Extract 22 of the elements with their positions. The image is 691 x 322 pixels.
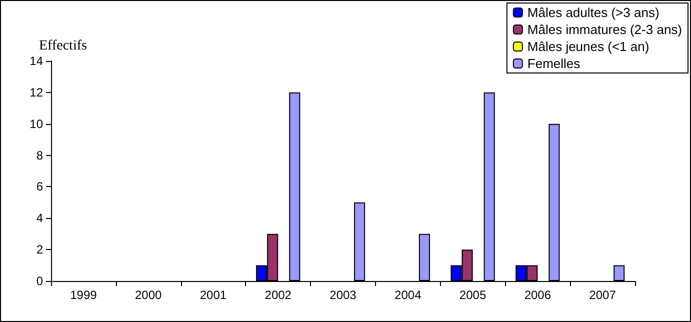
y-tick-label: 12 — [30, 85, 44, 100]
y-axis-title: Effectifs — [39, 38, 87, 54]
y-tick-label: 0 — [36, 274, 44, 288]
x-tick-label: 1999 — [70, 288, 98, 302]
x-tick-label: 2003 — [330, 288, 357, 302]
y-tick-label: 6 — [36, 180, 44, 194]
y-tick-label: 2 — [36, 242, 44, 257]
y-tick-label: 4 — [36, 211, 44, 226]
y-tick-label: 8 — [36, 148, 44, 162]
legend-label: Mâles jeunes (<1 an) — [527, 39, 650, 54]
x-tick-label: 2001 — [200, 288, 227, 302]
y-tick-label: 14 — [30, 54, 44, 68]
legend-label: Mâles immatures (2-3 ans) — [527, 22, 682, 37]
x-tick-label: 2000 — [134, 288, 162, 302]
legend-label: Mâles adultes (>3 ans) — [527, 5, 660, 20]
x-tick-label: 2006 — [524, 288, 552, 302]
legend-label: Femelles — [527, 56, 581, 71]
x-tick-label: 2004 — [394, 288, 422, 302]
y-tick-label: 10 — [30, 116, 44, 131]
x-tick-label: 2005 — [459, 288, 486, 302]
x-tick-label: 2007 — [589, 288, 616, 302]
x-tick-label: 2002 — [264, 288, 292, 302]
